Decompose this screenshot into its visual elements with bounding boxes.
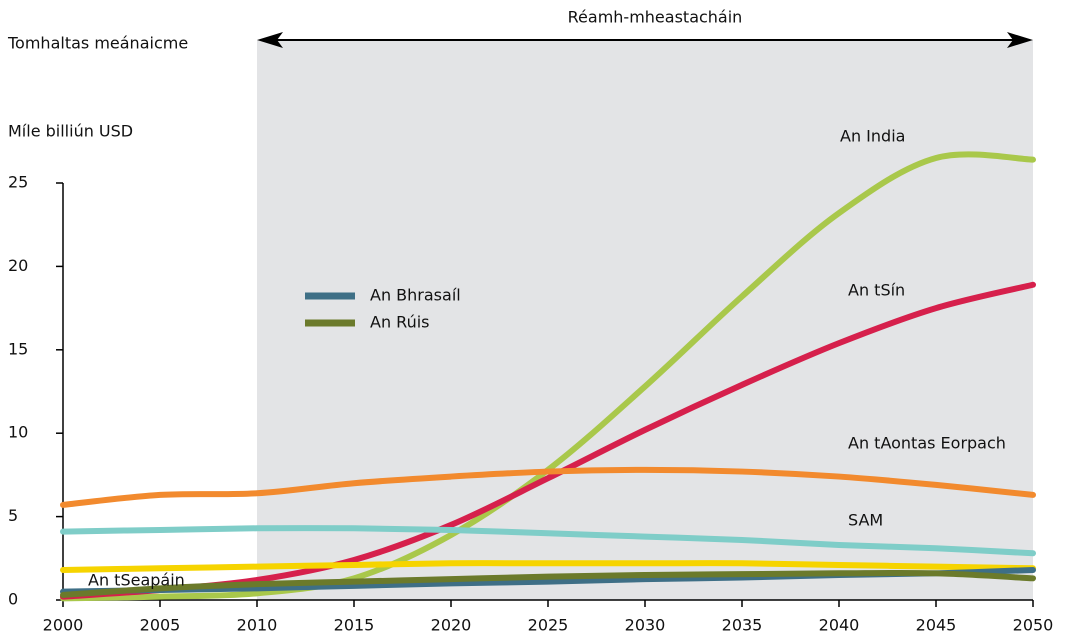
series-label: An India <box>840 127 905 146</box>
series-label: An tAontas Eorpach <box>848 434 1006 453</box>
x-tick-label: 2040 <box>819 616 860 635</box>
arrow-head <box>1007 32 1033 48</box>
x-tick-label: 2010 <box>237 616 278 635</box>
series-line <box>60 525 1036 557</box>
arrow-head <box>257 32 283 48</box>
y-tick-label: 5 <box>8 506 18 525</box>
y-axis-label: Míle billiún USD <box>8 122 133 141</box>
y-tick-label: 25 <box>8 173 28 192</box>
x-tick-label: 2000 <box>43 616 84 635</box>
x-tick-label: 2020 <box>431 616 472 635</box>
x-tick-label: 2025 <box>528 616 569 635</box>
series-label: An tSeapáin <box>88 571 185 590</box>
x-tick-label: 2035 <box>722 616 763 635</box>
x-tick-label: 2005 <box>140 616 181 635</box>
y-tick-label: 15 <box>8 339 28 358</box>
y-tick-label: 0 <box>8 590 18 609</box>
series-line <box>60 151 1036 602</box>
series-label: SAM <box>848 511 883 530</box>
series-line <box>60 466 1036 508</box>
x-tick-label: 2045 <box>916 616 957 635</box>
series-label: An tSín <box>848 281 905 300</box>
legend-label: An Bhrasaíl <box>370 286 461 305</box>
chart-title: Tomhaltas meánaicme <box>7 34 188 53</box>
forecast-label: Réamh-mheastacháin <box>568 8 743 27</box>
x-tick-label: 2050 <box>1013 616 1054 635</box>
legend-label: An Rúis <box>370 313 430 332</box>
y-tick-label: 20 <box>8 256 28 275</box>
x-tick-label: 2030 <box>625 616 666 635</box>
x-tick-label: 2015 <box>334 616 375 635</box>
series-line <box>60 569 1036 598</box>
series-line <box>60 560 1036 573</box>
y-tick-label: 10 <box>8 423 28 442</box>
